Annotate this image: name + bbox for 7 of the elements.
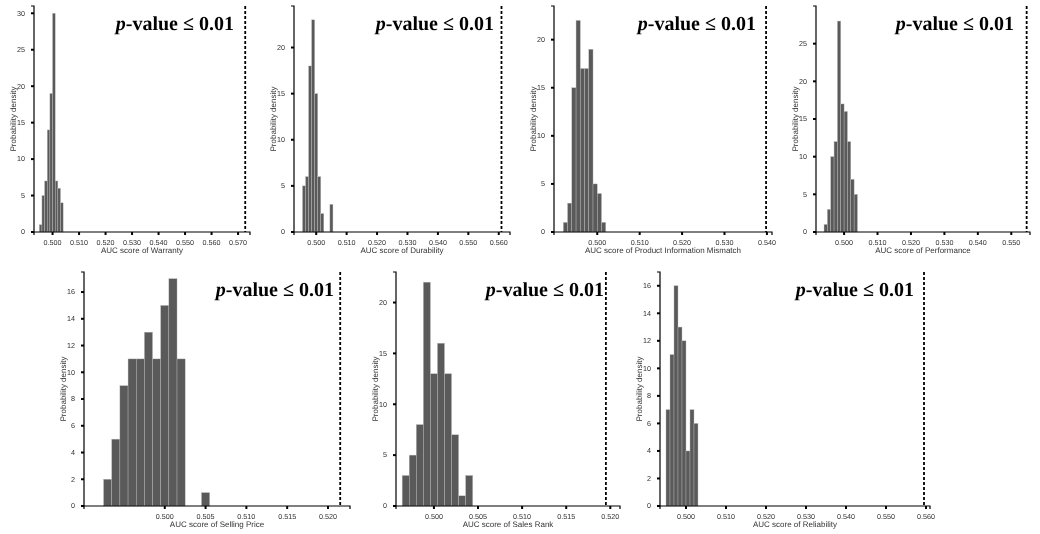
annotation: p-value ≤ 0.01 — [483, 280, 604, 302]
annotation: p-value ≤ 0.01 — [113, 14, 234, 36]
annotation: p-value ≤ 0.01 — [213, 280, 334, 302]
annotation: p-value ≤ 0.01 — [635, 14, 756, 36]
annotation: p-value ≤ 0.01 — [373, 14, 494, 36]
annotation: p-value ≤ 0.01 — [893, 14, 1014, 36]
annotation: p-value ≤ 0.01 — [793, 280, 914, 302]
